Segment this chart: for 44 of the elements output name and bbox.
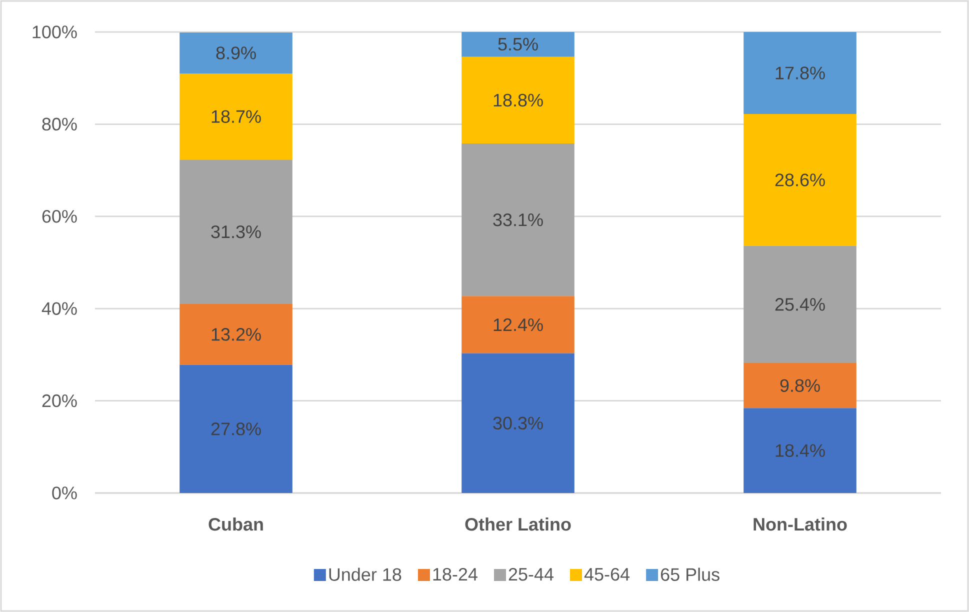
data-label: 28.6% [775,174,825,186]
bar [744,114,856,246]
bar [744,362,856,408]
legend-label: 25-44 [508,568,554,581]
data-label: 27.8% [211,422,261,436]
bar [462,56,574,144]
legend-label: 45-64 [584,568,630,581]
y-tick-label: 40% [42,302,77,315]
data-label: 18.7% [212,110,261,123]
bar [744,32,856,114]
y-tick-label: 80% [42,118,77,131]
data-label: 5.5% [498,38,538,51]
y-tick-label: 20% [42,394,77,408]
data-label: 30.3% [493,416,543,430]
legend-label: 65 Plus [660,568,720,581]
y-tick-label: 0% [52,486,77,500]
data-label: 17.8% [776,66,825,80]
legend-label: 18-24 [433,568,478,581]
legend-label: Under 18 [329,568,402,581]
data-label: 12.4% [494,318,543,332]
data-label: 31.3% [211,225,261,238]
bar [744,408,856,493]
bar [180,364,292,493]
data-label: 33.1% [493,213,543,226]
bar [180,160,292,304]
bar [180,32,292,74]
data-label: 25.4% [775,298,825,311]
data-label: 9.8% [780,379,820,392]
data-label: 13.2% [212,328,261,341]
bar [462,353,574,493]
bar [462,144,574,296]
bar [462,32,574,57]
x-tick-label: Non-Latino [754,518,847,531]
x-tick-label: Cuban [208,518,263,531]
data-label: 18.8% [494,94,543,107]
bar [744,246,856,363]
bar [180,304,292,365]
bar [180,73,292,160]
data-label: 8.9% [216,46,256,60]
bar [462,296,574,354]
y-tick-label: 100% [32,26,77,38]
y-tick-label: 60% [42,210,77,223]
x-tick-label: Other Latino [465,518,571,531]
data-label: 18.4% [776,444,825,457]
